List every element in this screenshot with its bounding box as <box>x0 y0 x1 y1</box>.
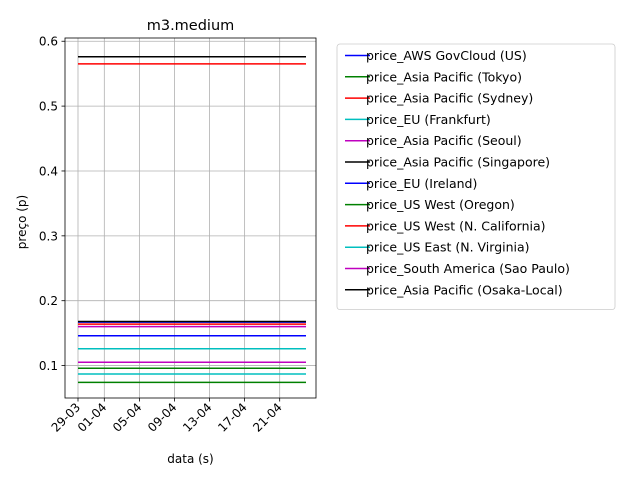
plot-frame <box>64 37 317 399</box>
y-tick-label: 0.1 <box>39 359 58 373</box>
legend-label: price_EU (Ireland) <box>366 176 477 191</box>
y-tick-label: 0.6 <box>39 35 58 49</box>
legend-label: price_AWS GovCloud (US) <box>366 48 527 63</box>
legend-label: price_South America (Sao Paulo) <box>366 261 570 276</box>
x-axis-label: data (s) <box>167 452 213 466</box>
chart-title: m3.medium <box>147 18 235 34</box>
plot-lines <box>78 56 306 384</box>
legend-label: price_Asia Pacific (Sydney) <box>366 91 533 106</box>
legend-label: price_US East (N. Virginia) <box>366 240 530 255</box>
legend-label: price_US West (Oregon) <box>366 197 515 212</box>
legend-label: price_Asia Pacific (Seoul) <box>366 133 522 148</box>
legend-label: price_Asia Pacific (Tokyo) <box>366 69 522 84</box>
y-tick-label: 0.2 <box>39 294 58 308</box>
y-tick-label: 0.3 <box>39 229 58 243</box>
y-tick-label: 0.5 <box>39 100 58 114</box>
y-axis-label: preço (p) <box>15 195 29 249</box>
legend-label: price_Asia Pacific (Osaka-Local) <box>366 282 563 297</box>
legend: price_AWS GovCloud (US) price_Asia Pacifi… <box>336 43 616 311</box>
legend-label: price_US West (N. California) <box>366 218 546 233</box>
grid <box>65 38 316 398</box>
legend-box <box>336 43 616 311</box>
legend-label: price_EU (Frankfurt) <box>366 112 491 127</box>
legend-label: price_Asia Pacific (Singapore) <box>366 155 550 170</box>
y-tick-label: 0.4 <box>39 164 58 178</box>
